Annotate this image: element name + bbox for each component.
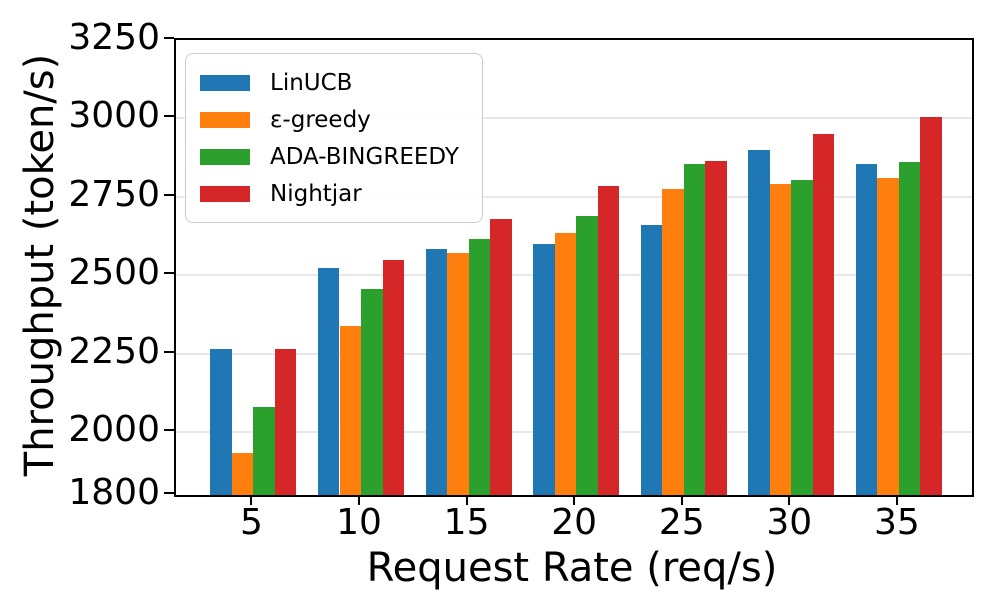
- legend-row-LinUCB: LinUCB: [200, 64, 468, 101]
- y-tick-mark-1800: [164, 492, 174, 494]
- bar-ADA-BINGREEDY-20: [576, 215, 598, 495]
- legend-row-Nightjar: Nightjar: [200, 175, 468, 212]
- x-tick-mark-25: [680, 495, 683, 505]
- bar-LinUCB-5: [210, 349, 232, 495]
- bar-LinUCB-20: [533, 243, 555, 495]
- bar-Nightjar-25: [705, 160, 727, 495]
- x-tick-label-35: 35: [873, 502, 920, 543]
- x-tick-mark-20: [573, 495, 576, 505]
- x-tick-mark-35: [895, 495, 898, 505]
- gridline-y-3000: [176, 117, 972, 120]
- y-tick-label-3250: 3250: [68, 17, 160, 58]
- bar-Nightjar-15: [490, 218, 512, 495]
- y-tick-mark-2250: [164, 350, 174, 353]
- y-tick-label-2250: 2250: [68, 330, 160, 372]
- bar-Nightjar-35: [920, 116, 942, 495]
- y-tick-mark-2750: [164, 193, 174, 196]
- bar-LinUCB-25: [640, 225, 663, 495]
- bar-ADA-BINGREEDY-15: [468, 239, 491, 495]
- y-tick-label-2500: 2500: [68, 252, 160, 294]
- legend-row-ε-greedy: ε-greedy: [200, 101, 468, 138]
- legend-swatch-ε-greedy: [200, 111, 250, 128]
- legend: LinUCB ε-greedy ADA-BINGREEDY Nightjar: [185, 53, 483, 223]
- y-tick-label-1800: 1800: [68, 472, 160, 513]
- x-tick-label-25: 25: [658, 502, 705, 543]
- legend-row-ADA-BINGREEDY: ADA-BINGREEDY: [200, 138, 468, 175]
- x-tick-mark-15: [465, 495, 468, 505]
- y-tick-label-3000: 3000: [68, 95, 160, 137]
- bar-ε-greedy-30: [769, 184, 792, 495]
- bar-Nightjar-20: [597, 185, 620, 495]
- legend-label-Nightjar: Nightjar: [270, 180, 362, 207]
- bar-ε-greedy-15: [447, 253, 469, 495]
- x-axis-title: Request Rate (req/s): [366, 545, 778, 591]
- legend-label-ε-greedy: ε-greedy: [270, 106, 371, 133]
- x-tick-mark-30: [788, 495, 791, 505]
- y-tick-mark-2000: [164, 429, 174, 432]
- bar-ADA-BINGREEDY-10: [361, 289, 383, 495]
- bar-ADA-BINGREEDY-30: [791, 179, 813, 495]
- legend-swatch-LinUCB: [200, 74, 250, 91]
- gridline-y-2750: [176, 195, 972, 198]
- bar-ε-greedy-10: [339, 325, 361, 495]
- bar-ε-greedy-35: [877, 178, 899, 495]
- x-tick-label-20: 20: [551, 502, 598, 543]
- x-tick-mark-5: [250, 495, 253, 505]
- legend-label-ADA-BINGREEDY: ADA-BINGREEDY: [270, 143, 459, 170]
- y-tick-mark-2500: [164, 272, 174, 275]
- bar-ADA-BINGREEDY-5: [253, 407, 275, 495]
- bar-ε-greedy-5: [231, 452, 254, 495]
- x-tick-label-10: 10: [336, 502, 382, 543]
- legend-swatch-Nightjar: [200, 185, 250, 202]
- x-tick-label-5: 5: [239, 502, 263, 543]
- bar-Nightjar-5: [274, 349, 297, 495]
- bar-ε-greedy-25: [662, 189, 684, 495]
- x-tick-label-15: 15: [443, 502, 490, 543]
- plot-area: LinUCB ε-greedy ADA-BINGREEDY Nightjar: [174, 38, 974, 497]
- bar-Nightjar-30: [812, 134, 835, 495]
- y-tick-mark-3000: [164, 115, 174, 118]
- bar-LinUCB-15: [425, 248, 448, 495]
- bar-LinUCB-30: [748, 149, 770, 495]
- x-tick-mark-10: [358, 495, 361, 505]
- bar-ε-greedy-20: [554, 232, 577, 495]
- bar-LinUCB-10: [317, 267, 340, 495]
- bar-LinUCB-35: [855, 163, 878, 495]
- y-tick-label-2000: 2000: [68, 409, 160, 451]
- bar-ADA-BINGREEDY-25: [683, 163, 706, 495]
- x-tick-label-30: 30: [766, 502, 813, 543]
- bar-ADA-BINGREEDY-35: [898, 162, 921, 495]
- legend-label-LinUCB: LinUCB: [270, 69, 353, 96]
- bar-Nightjar-10: [382, 259, 405, 495]
- y-tick-label-2750: 2750: [68, 173, 160, 215]
- y-tick-mark-3250: [164, 37, 174, 39]
- legend-swatch-ADA-BINGREEDY: [200, 148, 250, 165]
